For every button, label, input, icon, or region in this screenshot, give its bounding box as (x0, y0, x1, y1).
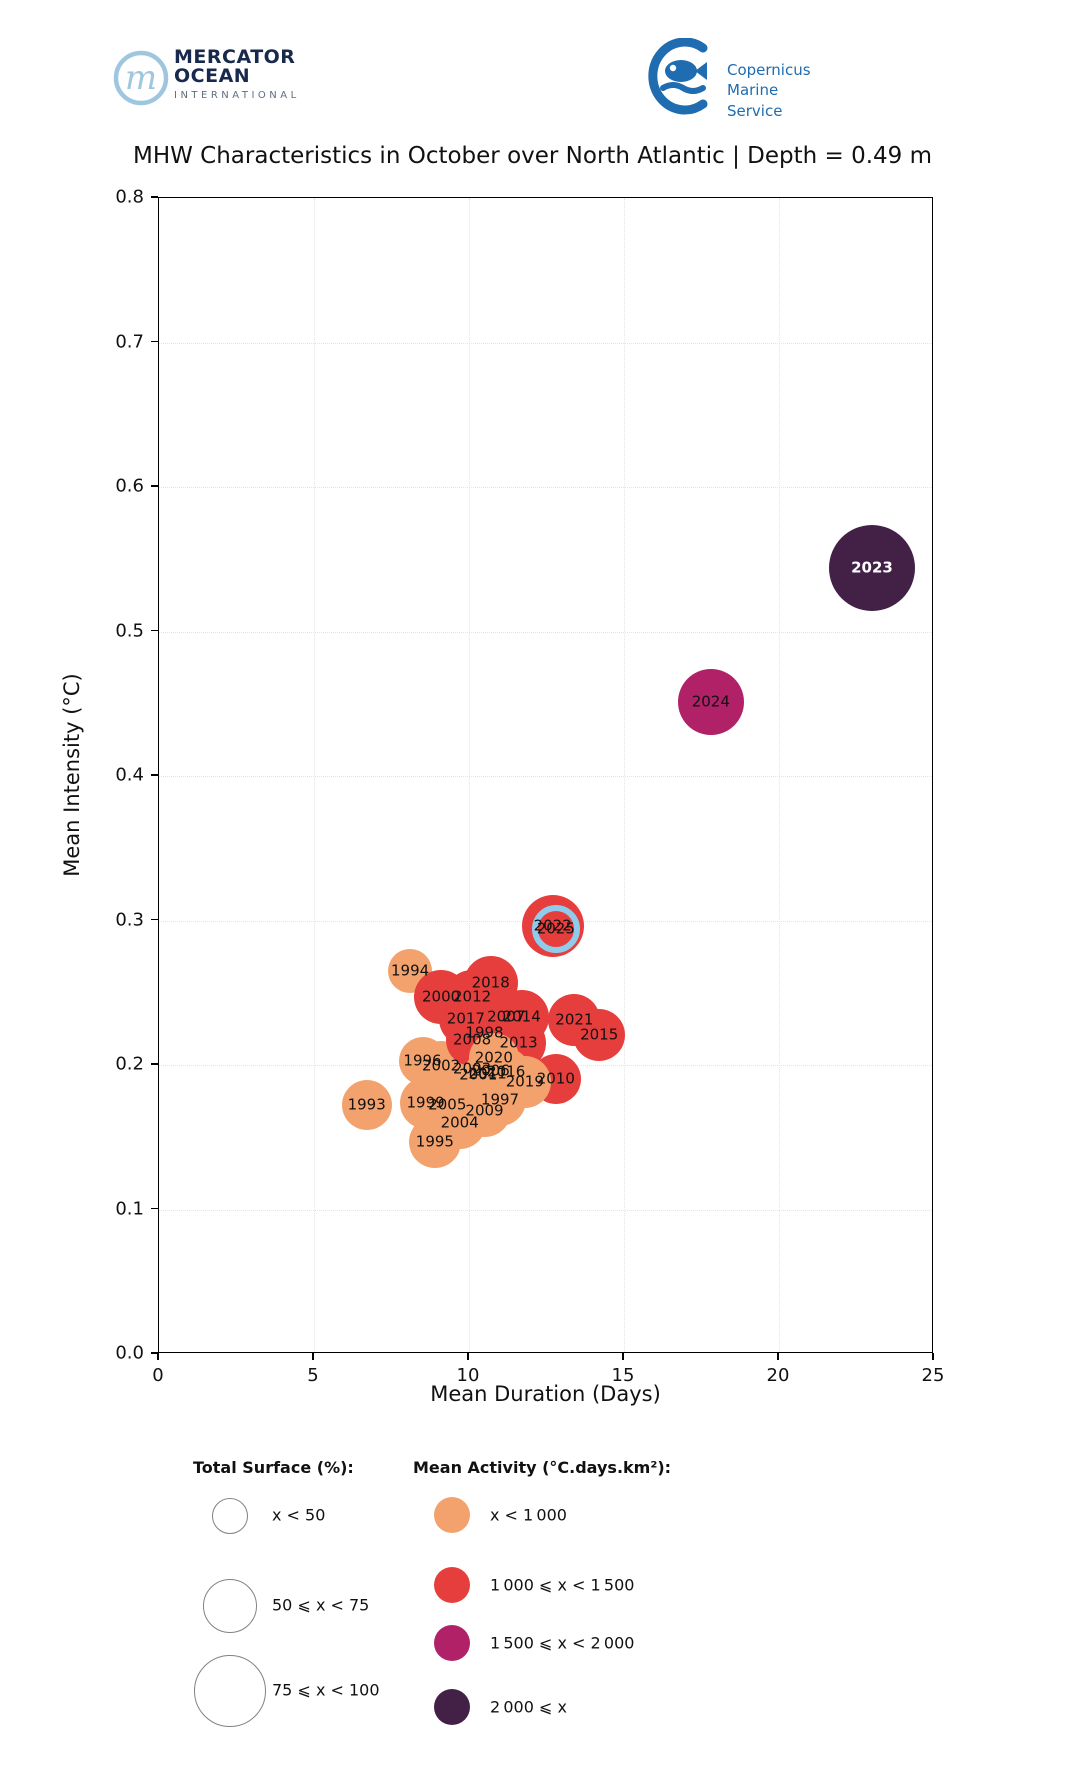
x-tick-label: 20 (766, 1365, 790, 1386)
bubble-1993 (341, 1080, 392, 1131)
bubble-2023 (829, 524, 915, 611)
x-gridline (314, 198, 315, 1352)
x-tick-mark (467, 1353, 469, 1360)
bubble-2020 (468, 1032, 519, 1083)
legend-color-label-3: 2 000 ⩽ x (490, 1697, 567, 1717)
mercator-line3: INTERNATIONAL (174, 90, 300, 101)
copernicus-line2: Marine Service (727, 81, 783, 120)
x-gridline (469, 198, 470, 1352)
y-tick-mark (151, 1352, 158, 1354)
x-tick-mark (157, 1353, 159, 1360)
bubble-2025 (531, 905, 580, 954)
copernicus-line1: Copernicus (727, 61, 811, 79)
y-gridline (159, 776, 932, 777)
y-tick-label: 0.8 (115, 186, 144, 208)
legend-color-label-1: 1 000 ⩽ x < 1 500 (490, 1575, 635, 1595)
legend-size-circle-0 (212, 1498, 248, 1534)
y-tick-mark (151, 1063, 158, 1065)
y-tick-mark (151, 629, 158, 632)
y-tick-label: 0.3 (115, 909, 144, 930)
y-tick-label: 0.2 (115, 1053, 144, 1075)
legend-size-circle-1 (203, 1579, 257, 1633)
x-gridline (779, 198, 780, 1352)
x-tick-label: 25 (921, 1365, 945, 1386)
y-gridline (159, 487, 932, 488)
y-tick-label: 0.6 (115, 475, 144, 497)
legend-size-title: Total Surface (%): (193, 1458, 354, 1477)
y-tick-label: 0.7 (115, 331, 144, 352)
y-tick-mark (151, 1207, 158, 1210)
legend-color-label-0: x < 1 000 (490, 1505, 567, 1525)
y-tick-label: 0.1 (115, 1198, 144, 1219)
y-tick-label: 0.5 (115, 620, 144, 641)
mercator-monogram-icon: m (113, 50, 169, 106)
x-tick-label: 15 (611, 1365, 635, 1386)
legend-size-label-0: x < 50 (272, 1505, 326, 1525)
legend-color-title: Mean Activity (°C.days.km²): (413, 1458, 672, 1477)
bubble-2018 (463, 955, 518, 1010)
x-tick-mark (777, 1353, 779, 1360)
x-tick-label: 10 (456, 1365, 480, 1386)
copernicus-marine-logo: Copernicus Marine Service (645, 37, 835, 120)
x-tick-mark (312, 1353, 314, 1360)
x-tick-label: 5 (307, 1365, 319, 1386)
y-tick-label: 0.0 (115, 1342, 144, 1364)
legend-size-label-2: 75 ⩽ x < 100 (272, 1680, 380, 1700)
x-tick-mark (622, 1353, 624, 1360)
svg-text:m: m (125, 58, 157, 98)
y-tick-mark (151, 340, 158, 343)
x-tick-label: 0 (152, 1365, 164, 1386)
mercator-ocean-logo: m MERCATOR OCEAN INTERNATIONAL (112, 42, 332, 122)
y-tick-mark (151, 485, 158, 487)
y-tick-mark (151, 196, 158, 198)
legend-size-circle-2 (194, 1655, 266, 1727)
legend-color-dot-1 (434, 1567, 470, 1603)
y-gridline (159, 1209, 932, 1211)
mercator-line2: OCEAN (174, 65, 251, 87)
legend-size-label-1: 50 ⩽ x < 75 (272, 1595, 370, 1615)
y-gridline (159, 631, 932, 633)
y-gridline (159, 342, 932, 344)
bubble-label-layer: 1993 1994 1995 1996 1997 1998 1999 2000 2001 2002… (159, 198, 932, 1352)
y-axis-title: Mean Intensity (°C) (60, 673, 84, 877)
mercator-line1: MERCATOR (174, 46, 296, 68)
x-tick-mark (932, 1353, 934, 1360)
x-gridline (624, 198, 625, 1352)
y-tick-label: 0.4 (115, 764, 144, 786)
copernicus-fish-icon (648, 37, 708, 115)
chart-title: MHW Characteristics in October over Nort… (132, 143, 933, 169)
y-tick-mark (151, 774, 158, 776)
plot-area: 1993 1994 1995 1996 1997 1998 1999 2000 2001 2002… (158, 197, 933, 1353)
legend-color-dot-3 (434, 1689, 470, 1725)
bubble-2024 (677, 669, 744, 736)
legend-color-dot-2 (434, 1625, 470, 1661)
legend-color-dot-0 (434, 1497, 470, 1533)
bubble-2021 (548, 994, 601, 1047)
legend-color-label-2: 1 500 ⩽ x < 2 000 (490, 1633, 635, 1653)
x-axis-title: Mean Duration (Days) (430, 1382, 661, 1406)
y-tick-mark (151, 918, 158, 921)
